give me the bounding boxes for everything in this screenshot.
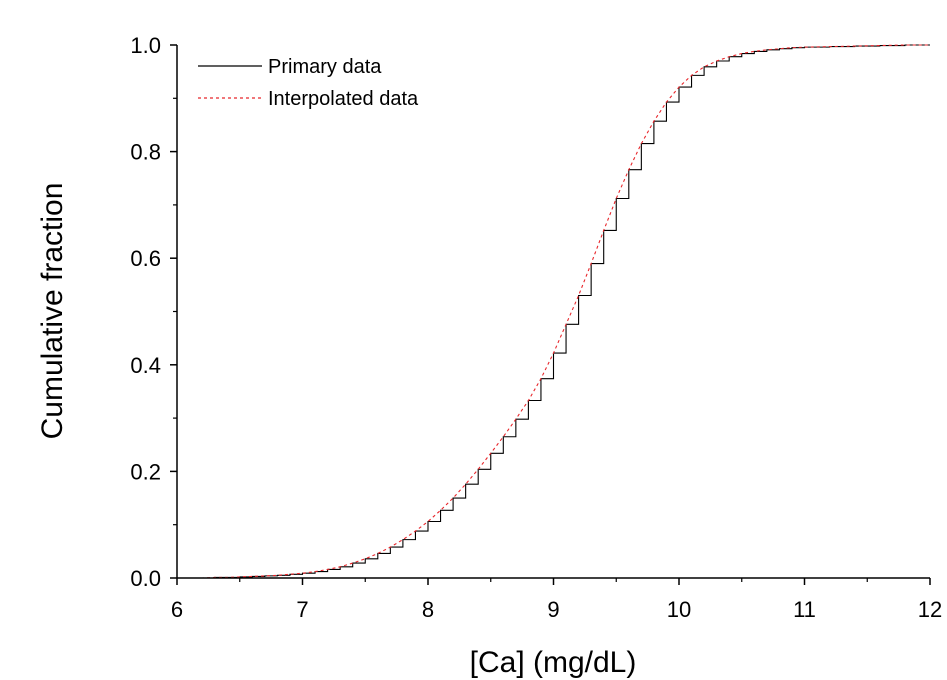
x-tick-label-9: 9 (547, 597, 559, 622)
legend-label-primary: Primary data (268, 56, 382, 78)
y-tick-label-0.8: 0.8 (130, 140, 161, 165)
legend-label-interpolated: Interpolated data (268, 88, 419, 110)
y-tick-label-0.6: 0.6 (130, 246, 161, 271)
x-tick-label-10: 10 (667, 597, 691, 622)
x-axis-title: [Ca] (mg/dL) (470, 646, 637, 679)
y-axis-title: Cumulative fraction (36, 183, 69, 440)
x-tick-label-7: 7 (296, 597, 308, 622)
x-tick-label-12: 12 (918, 597, 942, 622)
x-tick-label-6: 6 (171, 597, 183, 622)
series-line-primary (177, 44, 930, 579)
y-tick-label-0.2: 0.2 (130, 459, 161, 484)
legend: Primary data Interpolated data (198, 56, 419, 110)
series-line-interpolated (177, 44, 930, 579)
ticks-layer: 6 7 8 9 10 11 12 0.0 0.2 0.4 0.6 0.8 1.0 (130, 33, 942, 622)
y-tick-label-0.0: 0.0 (130, 566, 161, 591)
x-tick-label-11: 11 (793, 597, 816, 622)
axes-layer (176, 45, 930, 579)
x-tick-label-8: 8 (422, 597, 434, 622)
y-tick-label-1.0: 1.0 (130, 33, 161, 58)
y-tick-label-0.4: 0.4 (130, 353, 161, 378)
series-layer (177, 44, 930, 579)
